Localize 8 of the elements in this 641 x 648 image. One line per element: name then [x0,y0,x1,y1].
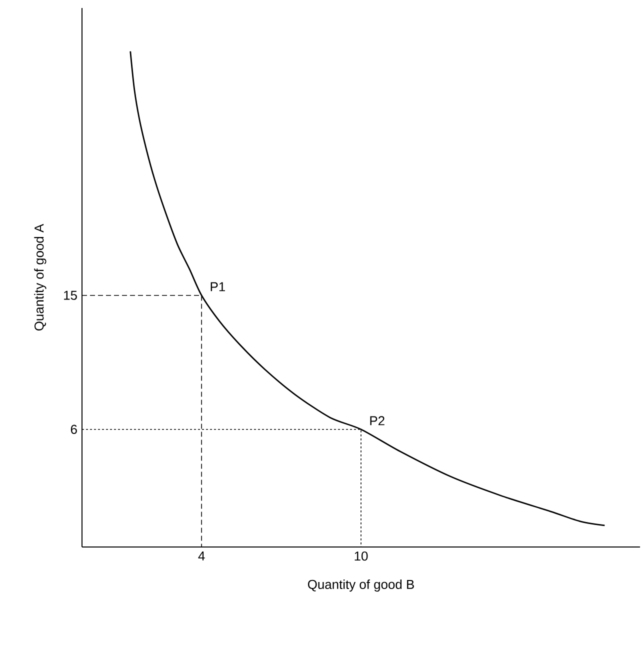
y-tick-label: 15 [64,290,77,300]
x-tick-label: 4 [198,552,205,560]
y-axis-title: Quantity of good A [34,224,46,331]
y-tick-label: 6 [70,424,77,434]
x-axis-title: Quantity of good B [308,580,414,592]
annotation: P2 [370,416,384,426]
x-tick-label: 10 [354,552,368,561]
annotation: P1 [210,282,225,292]
